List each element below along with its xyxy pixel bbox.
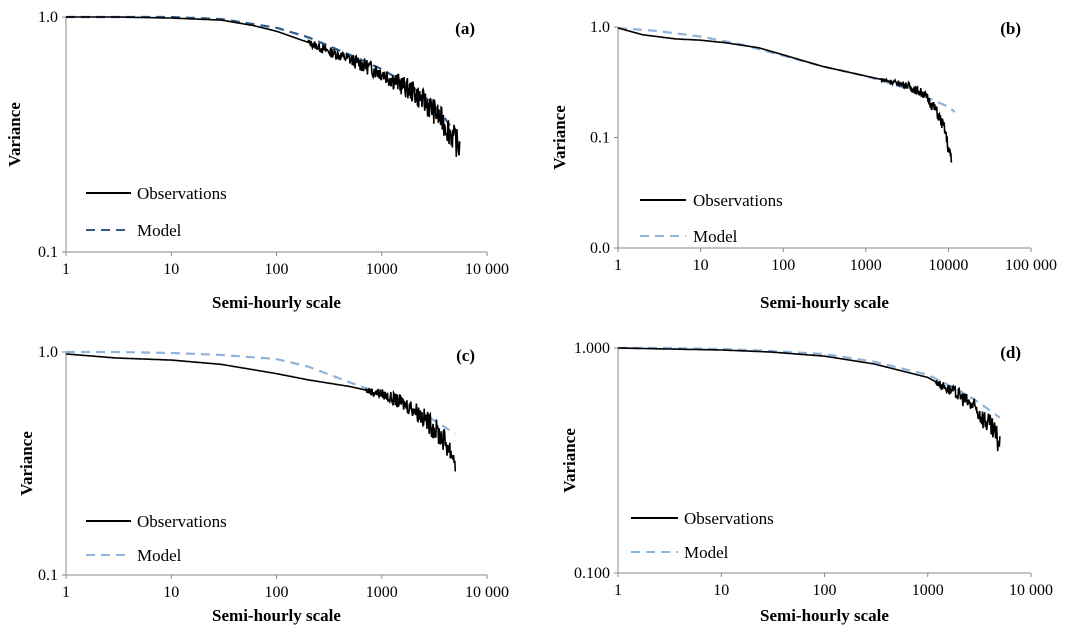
legend-observations-label: Observations: [137, 184, 227, 203]
model-line: [617, 26, 956, 113]
legend-observations-label: Observations: [684, 509, 774, 528]
model-line: [618, 346, 1001, 419]
observations-line: [66, 353, 457, 472]
x-tick-label: 100: [813, 582, 837, 599]
y-tick-label: 1.0: [38, 9, 58, 26]
panel-label: (c): [456, 346, 475, 365]
y-tick-label: 1.0: [38, 344, 58, 361]
panel-label: (d): [1000, 343, 1021, 362]
panel-label: (a): [455, 19, 475, 38]
x-tick-label: 10: [163, 261, 179, 278]
y-axis-title: Variance: [560, 428, 579, 493]
x-axis-title: Semi-hourly scale: [760, 293, 889, 312]
x-tick-label: 10: [713, 582, 729, 599]
observations-line: [66, 16, 461, 157]
x-tick-label: 10 000: [465, 584, 509, 601]
y-tick-label: 1.0: [590, 19, 610, 36]
x-tick-label: 100 000: [1005, 257, 1057, 274]
y-axis-title: Variance: [5, 102, 24, 167]
x-tick-label: 1000: [366, 584, 398, 601]
y-tick-label: 0.1: [38, 244, 58, 261]
y-tick-label: 0.1: [38, 567, 58, 584]
y-tick-label: 0.1: [590, 130, 610, 147]
x-tick-label: 1000: [366, 261, 398, 278]
legend-observations-label: Observations: [693, 191, 783, 210]
model-line: [66, 350, 456, 435]
x-tick-label: 10: [693, 257, 709, 274]
y-tick-label: 0.0: [590, 240, 610, 257]
legend-model-label: Model: [684, 543, 729, 562]
x-tick-label: 1: [62, 584, 70, 601]
x-tick-label: 1000: [850, 257, 882, 274]
x-tick-label: 100: [265, 584, 289, 601]
x-axis-title: Semi-hourly scale: [212, 293, 341, 312]
x-tick-label: 1: [614, 582, 622, 599]
x-tick-label: 10000: [928, 257, 968, 274]
x-tick-label: 10: [163, 584, 179, 601]
observations-line: [618, 347, 1001, 452]
y-axis-title: Variance: [550, 105, 569, 170]
x-tick-label: 10 000: [1009, 582, 1053, 599]
x-axis-title: Semi-hourly scale: [760, 606, 889, 625]
y-tick-label: 0.100: [574, 565, 610, 582]
y-axis-title: Variance: [17, 431, 36, 496]
y-tick-label: 1.000: [574, 340, 610, 357]
legend-model-label: Model: [693, 227, 738, 246]
legend-model-label: Model: [137, 546, 182, 565]
panel-label: (b): [1000, 19, 1021, 38]
x-tick-label: 100: [771, 257, 795, 274]
x-axis-title: Semi-hourly scale: [212, 606, 341, 625]
observations-line: [617, 27, 953, 163]
x-tick-label: 100: [265, 261, 289, 278]
legend-model-label: Model: [137, 221, 182, 240]
x-tick-label: 10 000: [465, 261, 509, 278]
x-tick-label: 1: [62, 261, 70, 278]
legend-observations-label: Observations: [137, 512, 227, 531]
x-tick-label: 1: [614, 257, 622, 274]
x-tick-label: 1000: [912, 582, 944, 599]
